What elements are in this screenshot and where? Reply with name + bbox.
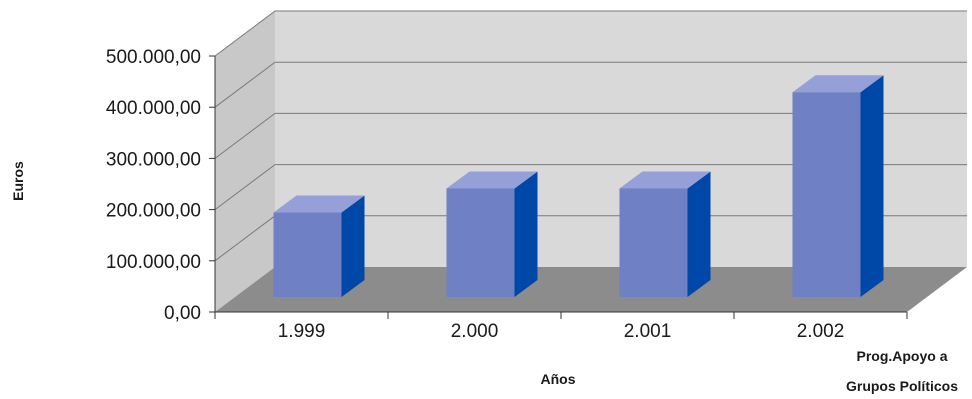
annotation-line-1: Prog.Apoyo a xyxy=(856,348,947,364)
y-tick-label: 300.000,00 xyxy=(106,149,201,170)
bar-front xyxy=(619,188,688,297)
y-tick-label: 100.000,00 xyxy=(106,252,201,273)
x-tick-label: 2.000 xyxy=(451,321,499,342)
chart-floor xyxy=(215,267,967,312)
y-tick-label: 200.000,00 xyxy=(106,201,201,222)
bar-side xyxy=(341,195,365,297)
y-tick-label: 500.000,00 xyxy=(106,47,201,68)
gridline xyxy=(214,112,967,159)
bar-front xyxy=(446,188,515,297)
bars xyxy=(273,75,884,297)
gridlines xyxy=(214,10,967,262)
x-axis-ticks: 1.999 2.000 2.001 2.002 xyxy=(278,321,845,342)
x-tick-label: 1.999 xyxy=(278,321,326,342)
gridline xyxy=(214,10,967,57)
bar-2.001 xyxy=(619,171,711,297)
y-axis-ticks: 0,00 100.000,00 200.000,00 300.000,00 400.00… xyxy=(106,47,201,324)
bar-top xyxy=(792,75,884,93)
x-tick-label: 2.002 xyxy=(797,321,845,342)
bar-side xyxy=(514,171,538,297)
gridline xyxy=(214,164,967,211)
chart-side-wall xyxy=(215,11,275,312)
y-tick-label: 400.000,00 xyxy=(106,98,201,119)
gridline xyxy=(214,61,967,108)
x-tick-label: 2.001 xyxy=(624,321,672,342)
bar-side xyxy=(860,75,884,297)
bar-top xyxy=(619,171,711,189)
axes xyxy=(209,55,908,319)
y-tick-label: 0,00 xyxy=(164,303,201,324)
bar-front xyxy=(792,92,861,297)
annotation-line-2: Grupos Políticos xyxy=(846,378,958,394)
bar-1.999 xyxy=(273,195,365,297)
bar-2.002 xyxy=(792,75,884,297)
bar-top xyxy=(446,171,538,189)
bar-front xyxy=(273,212,342,297)
y-axis-title: Euros xyxy=(10,161,26,201)
bar-side xyxy=(687,171,711,297)
bar-top xyxy=(273,195,365,213)
x-axis-title: Años xyxy=(541,371,576,387)
bar-2.000 xyxy=(446,171,538,297)
